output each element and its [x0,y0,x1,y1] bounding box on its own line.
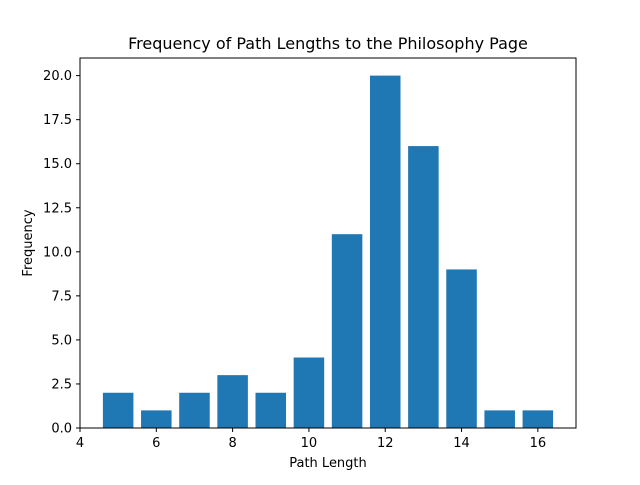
bar-13 [408,146,439,428]
y-tick-label: 17.5 [43,113,72,128]
x-tick-label: 12 [377,436,394,451]
plot-frame [79,57,577,429]
bar-11 [331,234,363,428]
bar-8 [217,375,248,428]
y-tick-label: 7.5 [51,289,72,304]
x-axis-ticks: 4 6 8 10 12 14 16 [76,428,546,451]
y-tick-label: 10.0 [43,245,72,260]
y-tick-label: 0.0 [51,422,72,437]
bar-12 [369,75,401,429]
bar-15 [484,410,515,428]
y-axis-ticks: 0.0 2.5 5.0 7.5 10.0 12.5 15.0 17.5 20.0 [43,69,80,437]
y-axis-label: Frequency [21,209,36,276]
x-tick-label: 8 [228,436,236,451]
bar-16 [522,410,554,428]
bar-14 [446,269,477,428]
x-tick-label: 16 [530,436,547,451]
bar-6 [141,410,172,428]
bar-10 [293,357,325,428]
x-tick-label: 6 [152,436,160,451]
x-tick-label: 14 [453,436,470,451]
y-tick-label: 15.0 [43,157,72,172]
y-tick-label: 5.0 [51,333,72,348]
x-tick-label: 10 [301,436,318,451]
bar-5 [102,392,134,428]
bar-9 [255,392,287,428]
bar-7 [179,392,210,428]
x-tick-label: 4 [76,436,84,451]
bars-layer [102,75,554,429]
x-axis-label: Path Length [289,456,367,471]
chart-title: Frequency of Path Lengths to the Philoso… [128,34,528,53]
y-tick-label: 20.0 [43,69,72,84]
y-tick-label: 2.5 [51,377,72,392]
y-tick-label: 12.5 [43,201,72,216]
